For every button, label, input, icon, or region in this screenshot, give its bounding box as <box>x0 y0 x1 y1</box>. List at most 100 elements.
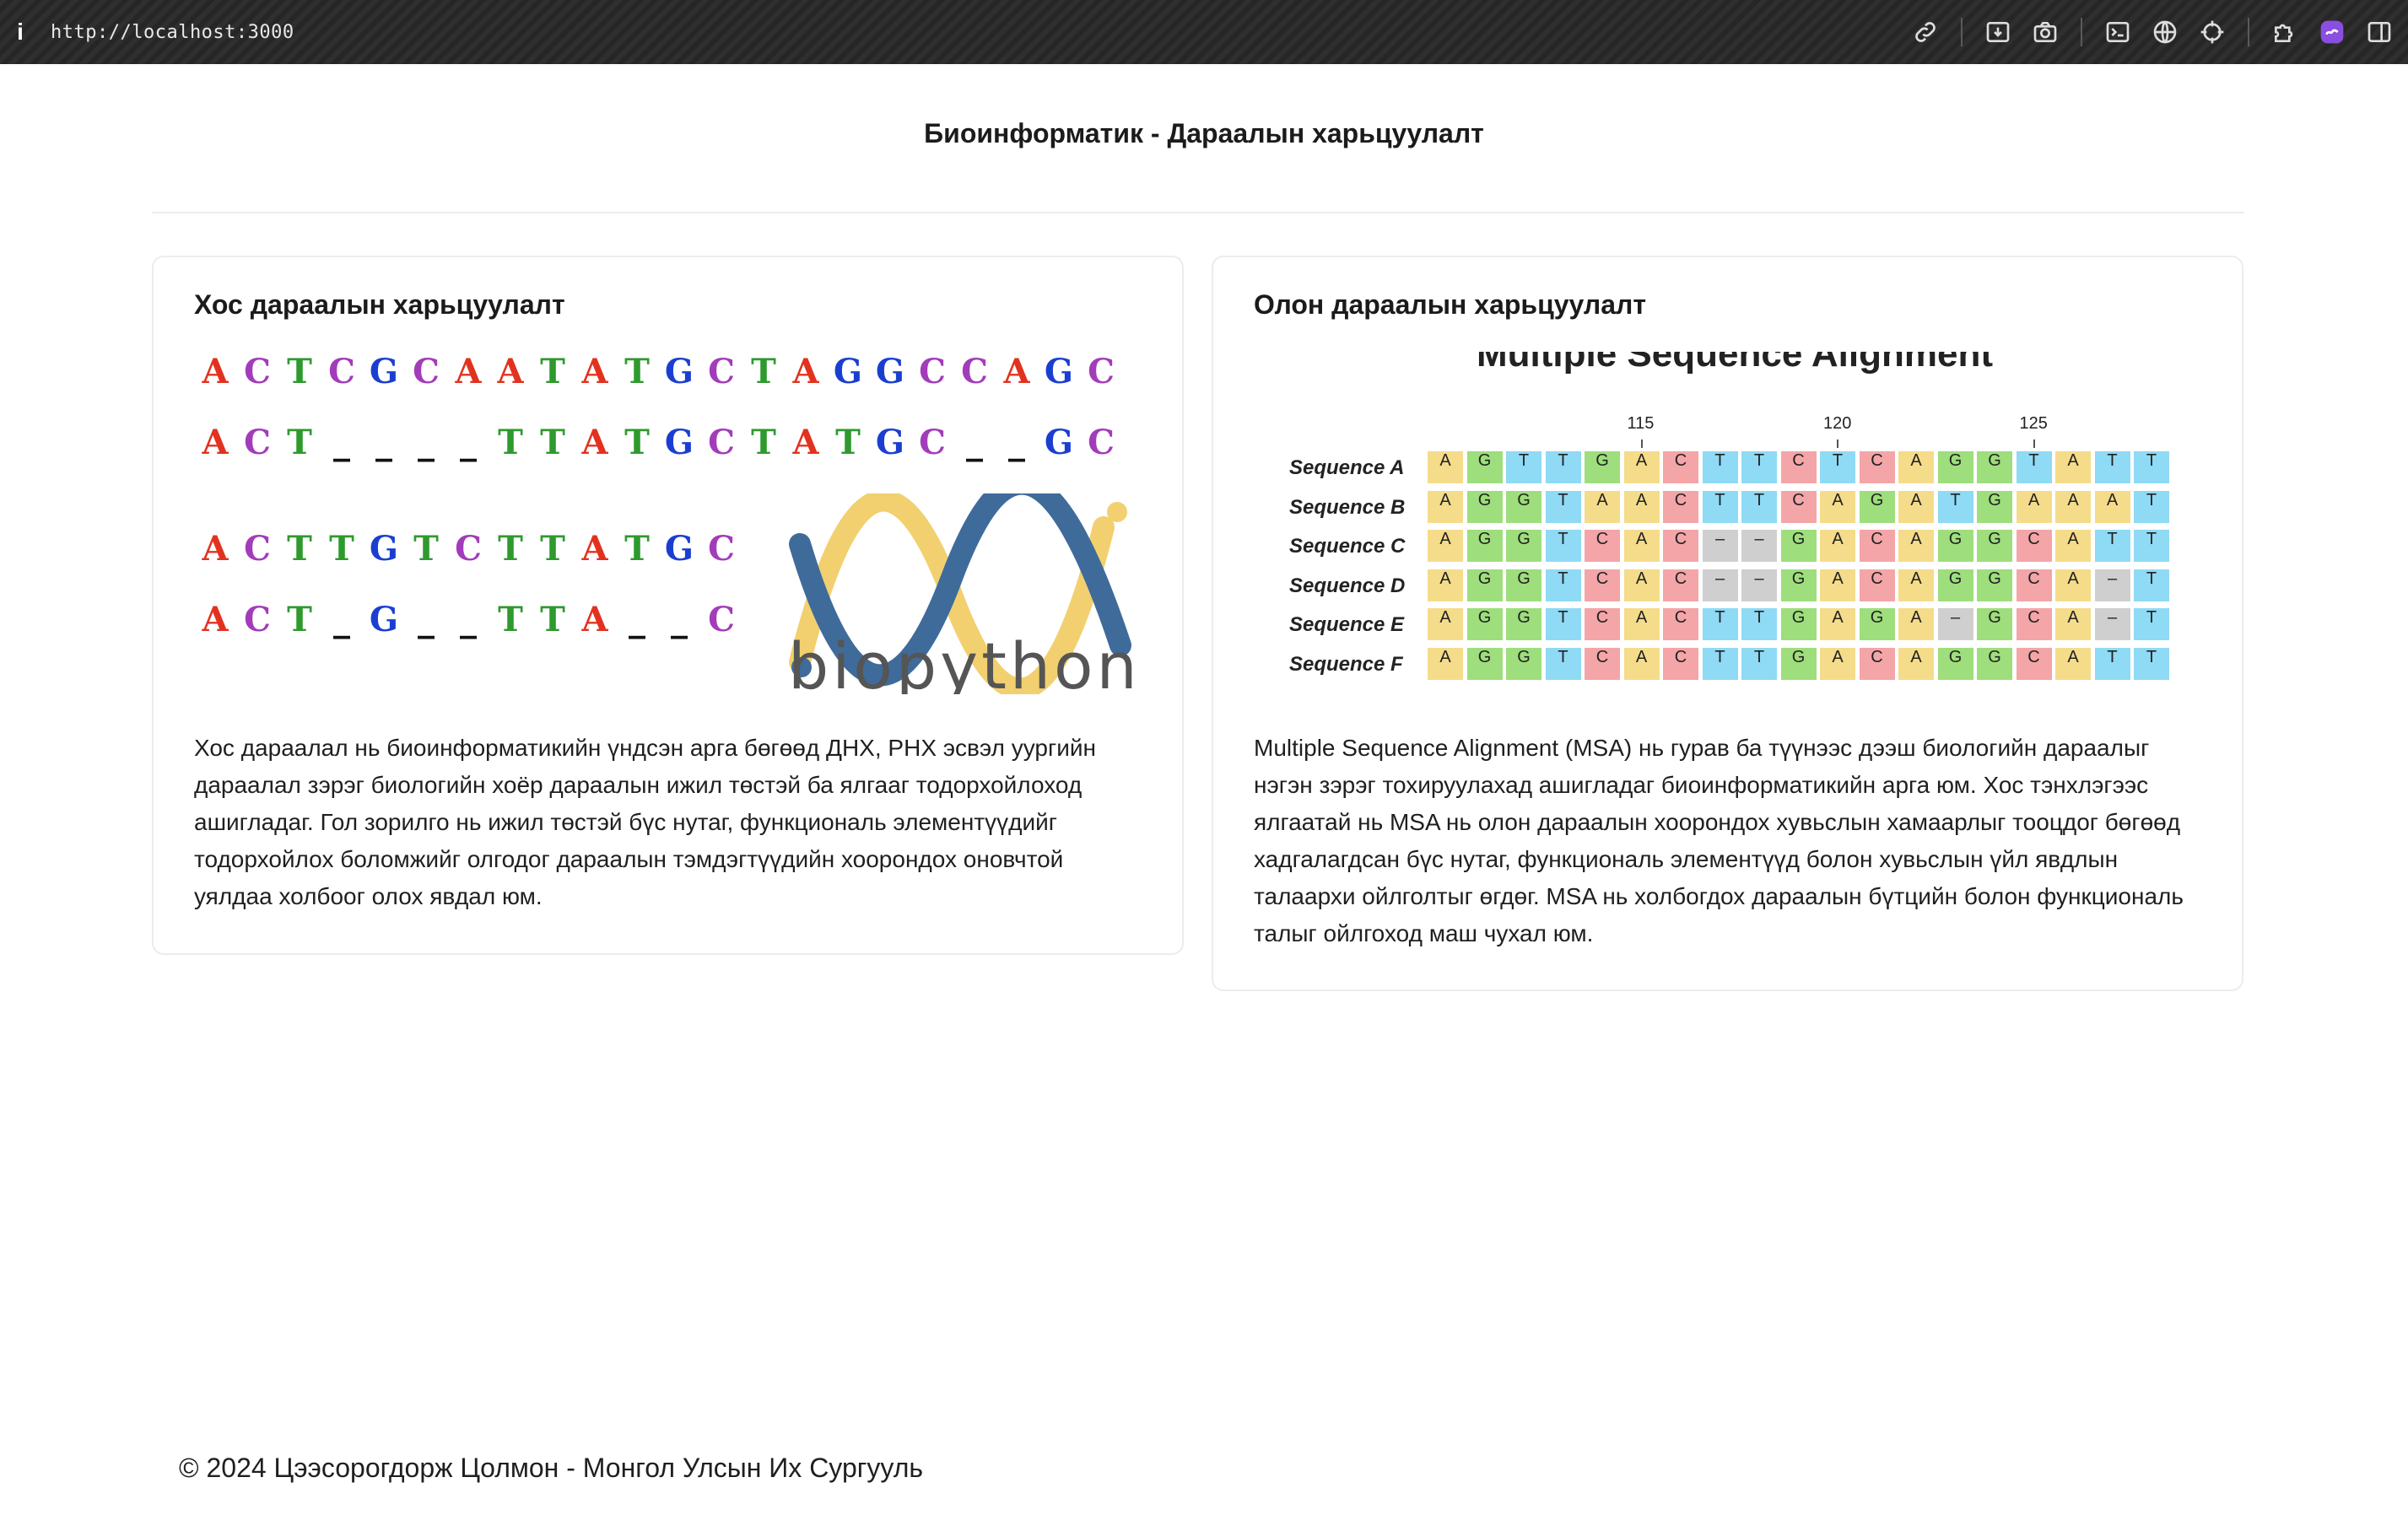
pairwise-description: Хос дараалал нь биоинформатикийн үндсэн … <box>194 735 1096 909</box>
msa-cell: T <box>1545 490 1581 523</box>
sequence-row: A C T _ _ _ _ T T A T G C T A T G C _ _ G C <box>194 423 1122 462</box>
pairwise-alignment-figure: A C T C G C A A T A T G C T A G G C C A G C A C T _ _ _ _ T T A T G C T A T G C… <box>154 352 1182 694</box>
msa-cell: A <box>2055 647 2091 680</box>
msa-cell: G <box>1977 490 2012 523</box>
msa-cell: C <box>1585 569 1620 601</box>
msa-cell: C <box>1663 569 1698 601</box>
toolbar-divider <box>1961 18 1963 46</box>
nucleotide-char: G <box>369 600 399 639</box>
toolbar-divider <box>2081 18 2082 46</box>
terminal-icon[interactable] <box>2101 15 2135 49</box>
nucleotide-char: A <box>455 352 482 391</box>
msa-cell: A <box>1428 569 1463 601</box>
nucleotide-char: G <box>875 423 905 462</box>
nucleotide-char: T <box>287 352 312 391</box>
card-heading: Олон дараалын харьцуулалт <box>1254 289 1647 320</box>
gap-char: _ <box>671 600 688 639</box>
msa-cell: – <box>1702 569 1738 601</box>
gap-char: _ <box>460 600 477 639</box>
msa-cell: G <box>1977 647 2012 680</box>
msa-cell: A <box>1623 451 1660 483</box>
camera-icon[interactable] <box>2028 15 2062 49</box>
gap-char: _ <box>460 423 477 462</box>
nucleotide-char: A <box>581 600 608 639</box>
msa-figure-title: Multiple Sequence Alignment <box>1477 352 1993 375</box>
nucleotide-char: A <box>581 352 608 391</box>
msa-cell: T <box>2134 647 2169 680</box>
msa-cell: C <box>1780 451 1817 483</box>
biopython-logo-text: biopython <box>788 628 1141 694</box>
toolbar-icons <box>1895 0 2396 64</box>
nucleotide-char: T <box>624 423 650 462</box>
sidebar-toggle-icon[interactable] <box>2362 15 2396 49</box>
nucleotide-char: C <box>708 423 735 462</box>
msa-cell: T <box>1937 490 1973 523</box>
nucleotide-char: C <box>961 352 988 391</box>
msa-figure: Multiple Sequence Alignment 115 120 125 Seq… <box>1213 352 2242 694</box>
msa-cell: A <box>2055 490 2091 523</box>
globe-icon[interactable] <box>2148 15 2182 49</box>
info-icon[interactable]: i <box>17 19 24 45</box>
msa-cell: A <box>2016 490 2052 523</box>
msa-cell: T <box>2016 451 2052 483</box>
msa-cell: – <box>1937 608 1973 640</box>
msa-cell: C <box>1663 451 1698 483</box>
nucleotide-char: C <box>244 600 271 639</box>
sequence-row: A C T _ G _ _ T T A _ _ C <box>194 600 742 639</box>
msa-sequence-label: Sequence C <box>1289 535 1406 558</box>
msa-cell: A <box>2055 530 2091 562</box>
msa-tick-mark <box>1640 439 1643 448</box>
nucleotide-char: A <box>202 352 229 391</box>
msa-cell: – <box>1741 569 1777 601</box>
nucleotide-char: G <box>664 529 694 569</box>
footer-copyright: © 2024 Цээсорогдорж Цолмон - Монгол Улсы… <box>179 1453 924 1483</box>
msa-cell: T <box>1545 451 1581 483</box>
msa-cell: T <box>1820 451 1855 483</box>
msa-cell: C <box>1859 451 1895 483</box>
msa-tick-mark <box>1837 439 1838 448</box>
msa-cell: A <box>1898 569 1934 601</box>
msa-cell: A <box>1623 569 1660 601</box>
msa-cell: C <box>2016 530 2052 562</box>
msa-cell: T <box>1506 451 1541 483</box>
crosshair-icon[interactable] <box>2195 15 2229 49</box>
msa-cell: T <box>1741 451 1777 483</box>
nucleotide-char: T <box>498 529 523 569</box>
msa-cell: A <box>1623 647 1660 680</box>
nucleotide-char: A <box>1003 352 1030 391</box>
msa-cell: G <box>1780 569 1817 601</box>
msa-cell: T <box>2134 569 2169 601</box>
nucleotide-char: C <box>244 529 271 569</box>
msa-cell: C <box>2016 647 2052 680</box>
msa-cell: G <box>1937 530 1973 562</box>
link-icon[interactable] <box>1909 15 1942 49</box>
msa-tick-mark <box>2033 439 2035 448</box>
msa-sequence-label: Sequence F <box>1289 652 1403 676</box>
msa-cell: G <box>1466 608 1503 640</box>
msa-cell: T <box>1702 451 1738 483</box>
msa-cell: A <box>1623 530 1660 562</box>
msa-cell: C <box>1585 530 1620 562</box>
msa-cell: A <box>2055 451 2091 483</box>
nucleotide-char: G <box>664 423 694 462</box>
card-heading: Хос дараалын харьцуулалт <box>194 289 565 320</box>
nucleotide-char: T <box>624 529 650 569</box>
msa-cell: T <box>2094 647 2130 680</box>
msa-cell: A <box>1428 647 1463 680</box>
address-bar[interactable]: http://localhost:3000 <box>51 21 294 43</box>
msa-cell: C <box>1859 647 1895 680</box>
assistant-icon[interactable] <box>2315 15 2349 49</box>
download-icon[interactable] <box>1981 15 2015 49</box>
msa-cell: C <box>2016 608 2052 640</box>
msa-cell: – <box>2094 569 2130 601</box>
msa-cell: G <box>1466 490 1503 523</box>
page-title: Биоинформатик - Дараалын харьцуулалт <box>924 118 1484 148</box>
gap-char: _ <box>333 423 350 462</box>
msa-cell: C <box>1585 647 1620 680</box>
nucleotide-char: C <box>708 529 735 569</box>
msa-cell: A <box>1623 490 1660 523</box>
extension-icon[interactable] <box>2268 15 2302 49</box>
nucleotide-char: A <box>202 600 229 639</box>
nucleotide-char: G <box>369 529 399 569</box>
